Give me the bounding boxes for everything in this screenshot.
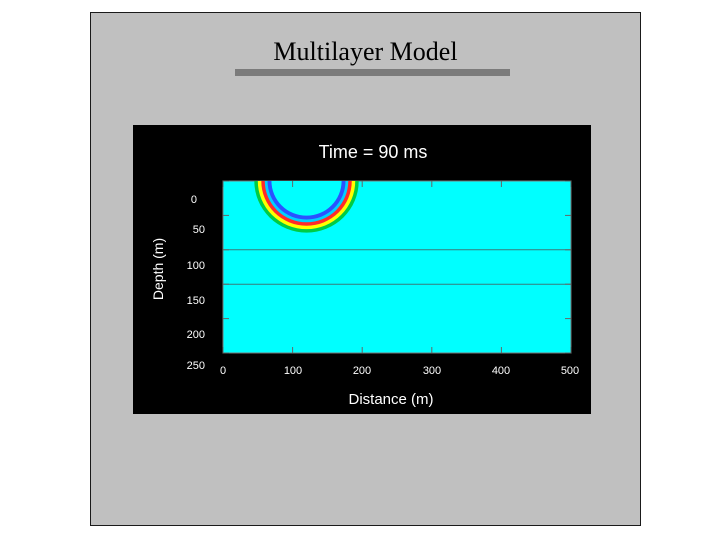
y-tick-label: 0 <box>191 194 197 206</box>
wavefield-plot: Time = 90 ms Depth (m) Distance (m) 0 10… <box>150 142 579 408</box>
y-tick-label: 100 <box>187 260 205 272</box>
wavefront-interior <box>271 181 342 216</box>
y-tick-label: 200 <box>187 329 205 341</box>
slide: Multilayer Model Time = 90 ms Depth (m) … <box>90 12 641 526</box>
x-tick-label: 400 <box>492 365 510 377</box>
x-axis-label: Distance (m) <box>348 391 433 408</box>
x-tick-label: 100 <box>284 365 302 377</box>
axis-ticks <box>222 180 572 354</box>
x-tick-label: 500 <box>561 365 579 377</box>
y-axis-label: Depth (m) <box>150 238 166 300</box>
slide-title: Multilayer Model <box>273 37 458 66</box>
y-tick-label: 50 <box>193 224 205 236</box>
y-tick-label: 250 <box>187 360 205 372</box>
plot-title: Time = 90 ms <box>319 142 428 162</box>
title-underline-rule <box>235 69 510 76</box>
layer-interfaces <box>223 249 571 285</box>
y-tick-labels: 0 50 100 150 200 250 <box>187 194 205 372</box>
y-tick-label: 150 <box>187 295 205 307</box>
wavefront-group <box>254 181 359 233</box>
x-tick-label: 200 <box>353 365 371 377</box>
x-tick-label: 0 <box>220 365 226 377</box>
x-tick-label: 300 <box>423 365 441 377</box>
simulation-figure: Time = 90 ms Depth (m) Distance (m) 0 10… <box>133 125 591 414</box>
x-tick-labels: 0 100 200 300 400 500 <box>220 365 579 377</box>
